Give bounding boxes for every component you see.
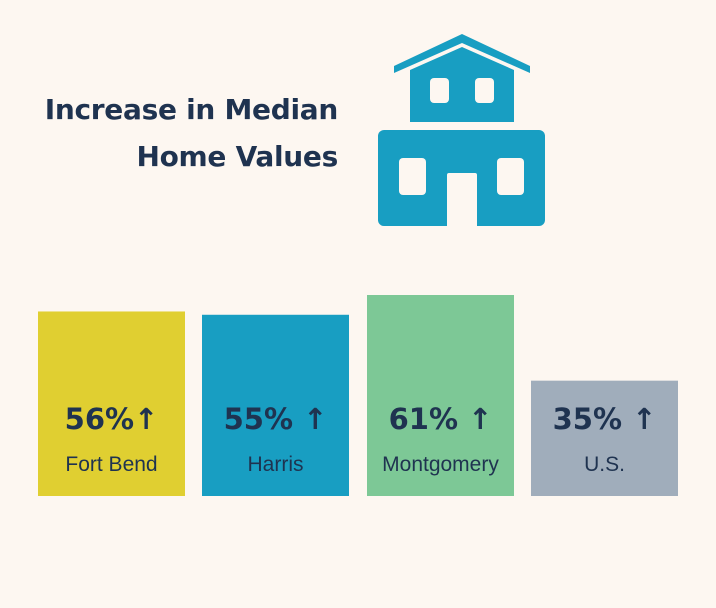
title-line-1: Increase in Median — [44, 93, 339, 126]
bar-value-label: 56%↑ — [65, 402, 159, 436]
bar-value-label: 35% ↑ — [553, 402, 657, 436]
category-label: Fort Bend — [65, 453, 157, 476]
bar-u-s — [531, 380, 678, 496]
bar-value-label: 55% ↑ — [224, 402, 328, 436]
bar-fort-bend — [38, 311, 185, 496]
category-label: U.S. — [584, 453, 625, 476]
house-icon — [378, 34, 545, 228]
category-label: Montgomery — [382, 453, 499, 476]
bar-harris — [202, 314, 349, 496]
category-label: Harris — [248, 453, 304, 476]
bar-value-label: 61% ↑ — [389, 402, 493, 436]
bar-montgomery — [367, 295, 514, 496]
page-title: Increase in Median Home Values — [40, 86, 339, 180]
title-line-2: Home Values — [136, 140, 338, 173]
